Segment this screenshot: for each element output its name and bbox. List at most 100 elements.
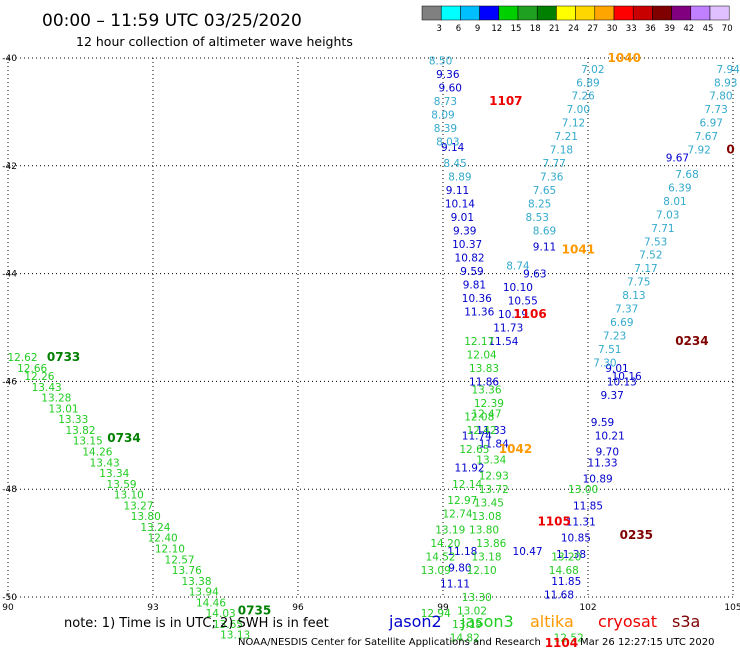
wave-height-label: 13.80 bbox=[469, 525, 499, 537]
wave-height-label: 10.47 bbox=[513, 546, 543, 558]
pass-time-label: 1105 bbox=[537, 515, 570, 529]
wave-height-label: 12.65 bbox=[459, 444, 489, 456]
wave-height-label: 12.47 bbox=[471, 409, 501, 421]
wave-height-label: 13.72 bbox=[479, 484, 509, 496]
wave-height-label: 9.81 bbox=[463, 279, 486, 291]
wave-height-label: 7.51 bbox=[598, 344, 621, 356]
pass-time-label: 1106 bbox=[513, 307, 546, 321]
colorbar-swatch bbox=[536, 5, 557, 21]
wave-height-label: 12.66 bbox=[17, 363, 47, 375]
wave-height-label: 7.92 bbox=[687, 145, 710, 157]
wave-height-label: 12.26 bbox=[24, 371, 54, 383]
colorbar-label: 24 bbox=[568, 24, 579, 34]
wave-height-label: 11.73 bbox=[493, 323, 523, 335]
legend-s3a: s3a bbox=[672, 612, 700, 631]
wave-height-label: 8.69 bbox=[533, 225, 556, 237]
wave-height-label: 13.38 bbox=[181, 576, 211, 588]
wave-height-label: 9.67 bbox=[666, 153, 689, 165]
wave-height-label: 13.36 bbox=[471, 384, 501, 396]
wave-height-label: 12.93 bbox=[479, 471, 509, 483]
wave-height-label: 8.45 bbox=[443, 158, 466, 170]
colorbar-label: 33 bbox=[626, 24, 637, 34]
wave-height-label: 9.11 bbox=[533, 242, 556, 254]
wave-height-label: 13.65 bbox=[213, 619, 243, 631]
wave-height-label: 12.52 bbox=[554, 632, 584, 644]
wave-height-label: 13.45 bbox=[474, 498, 504, 510]
wave-height-label: 9.14 bbox=[441, 142, 465, 154]
wave-height-label: 13.80 bbox=[131, 511, 161, 523]
wave-height-label: 7.67 bbox=[695, 131, 718, 143]
wave-height-label: 13.94 bbox=[189, 587, 219, 599]
wave-height-label: 13.18 bbox=[471, 552, 501, 564]
wave-height-label: 6.89 bbox=[576, 77, 599, 89]
wave-height-label: 7.94 bbox=[716, 64, 740, 76]
wave-height-label: 13.15 bbox=[73, 436, 103, 448]
wave-height-label: 11.33 bbox=[587, 457, 617, 469]
legend-jason2: jason2 bbox=[388, 612, 442, 631]
chart-subtitle: 12 hour collection of altimeter wave hei… bbox=[76, 34, 353, 49]
wave-height-label: 12.94 bbox=[421, 608, 451, 620]
wave-height-label: 10.36 bbox=[462, 293, 492, 305]
wave-height-label: 11.86 bbox=[469, 376, 499, 388]
colorbar-swatch bbox=[498, 5, 519, 21]
wave-height-label: 7.03 bbox=[656, 209, 679, 221]
wave-height-label: 10.19 bbox=[498, 309, 528, 321]
pass-time-label: 1040 bbox=[608, 51, 641, 65]
wave-height-label: 11.85 bbox=[573, 500, 603, 512]
pass-time-label: 1042 bbox=[499, 442, 532, 456]
wave-height-label: 13.19 bbox=[452, 619, 482, 631]
y-tick-label: -44 bbox=[2, 270, 17, 280]
wave-height-label: 12.10 bbox=[467, 565, 497, 577]
colorbar-swatch bbox=[671, 5, 692, 21]
wave-height-label: 14.26 bbox=[82, 446, 112, 458]
wave-height-label: 8.73 bbox=[434, 96, 457, 108]
colorbar-label: 27 bbox=[587, 24, 598, 34]
wave-height-label: 9.59 bbox=[591, 417, 614, 429]
colorbar-label: 42 bbox=[683, 24, 694, 34]
wave-height-label: 13.43 bbox=[90, 457, 120, 469]
wave-height-label: 13.83 bbox=[469, 363, 499, 375]
x-tick-label: 99 bbox=[437, 603, 449, 613]
wave-height-label: 7.77 bbox=[542, 158, 565, 170]
wave-height-label: 12.97 bbox=[447, 495, 477, 507]
wave-height-label: 8.93 bbox=[714, 77, 737, 89]
wave-height-label: 11.85 bbox=[551, 576, 581, 588]
wave-height-label: 11.31 bbox=[566, 517, 596, 529]
wave-height-label: 8.25 bbox=[528, 199, 551, 211]
wave-height-label: 7.21 bbox=[555, 131, 578, 143]
wave-height-label: 11.33 bbox=[476, 425, 506, 437]
wave-height-label: 12.40 bbox=[148, 533, 178, 545]
wave-height-label: 14.68 bbox=[549, 565, 579, 577]
wave-height-label: 7.36 bbox=[540, 172, 564, 184]
wave-height-label: 8.50 bbox=[429, 56, 452, 68]
colorbar-label: 36 bbox=[645, 24, 656, 34]
wave-height-label: 7.00 bbox=[567, 104, 590, 116]
wave-height-label: 13.08 bbox=[471, 511, 501, 523]
wave-height-label: 6.97 bbox=[700, 118, 723, 130]
wave-height-label: 14.20 bbox=[430, 538, 460, 550]
wave-height-label: 8.53 bbox=[526, 212, 549, 224]
colorbar-label: 6 bbox=[456, 24, 461, 34]
wave-height-label: 12.42 bbox=[467, 425, 497, 437]
pass-time-label: 0733 bbox=[47, 350, 80, 364]
colorbar-label: 70 bbox=[722, 24, 733, 34]
wave-height-label: 8.13 bbox=[622, 290, 645, 302]
wave-height-label: 13.43 bbox=[32, 382, 62, 394]
wave-height-label: 14.52 bbox=[426, 552, 456, 564]
wave-height-label: 10.16 bbox=[612, 371, 642, 383]
colorbar-label: 15 bbox=[511, 24, 522, 34]
colorbar-swatch bbox=[632, 5, 653, 21]
wave-height-label: 13.27 bbox=[123, 500, 153, 512]
wave-height-label: 13.00 bbox=[568, 484, 598, 496]
wave-height-label: 13.82 bbox=[65, 425, 95, 437]
wave-height-label: 13.01 bbox=[49, 403, 79, 415]
legend-altika: altika bbox=[530, 612, 574, 631]
pass-time-label: 0 bbox=[726, 143, 734, 157]
pass-time-label: 0735 bbox=[238, 603, 271, 617]
pass-time-label: 1107 bbox=[489, 94, 522, 108]
colorbar-label: 30 bbox=[607, 24, 618, 34]
wave-height-label: 12.08 bbox=[464, 411, 494, 423]
wave-height-label: 13.19 bbox=[435, 525, 465, 537]
